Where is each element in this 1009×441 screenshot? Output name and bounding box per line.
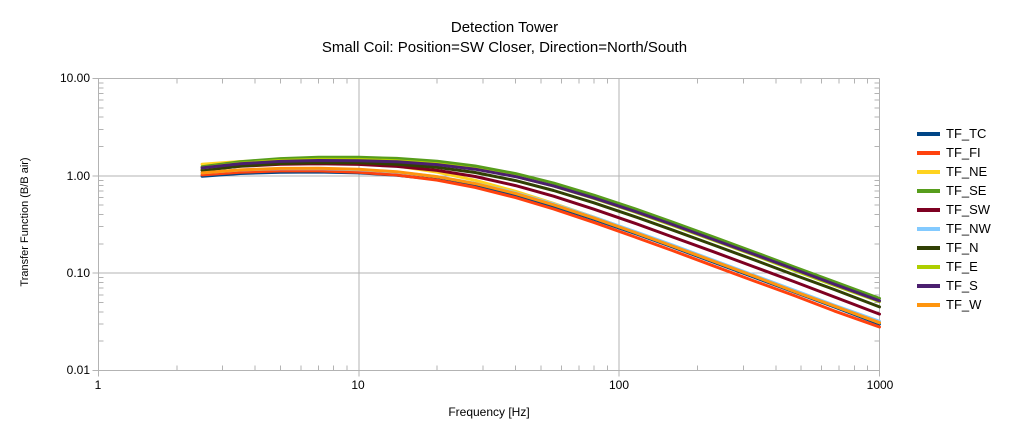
legend-item-TF_NE: TF_NE bbox=[917, 162, 991, 181]
legend-label: TF_FI bbox=[946, 145, 981, 160]
legend-swatch-icon bbox=[917, 283, 940, 288]
legend-item-TF_N: TF_N bbox=[917, 238, 991, 257]
legend-label: TF_E bbox=[946, 259, 978, 274]
legend-item-TF_SW: TF_SW bbox=[917, 200, 991, 219]
legend-label: TF_TC bbox=[946, 126, 987, 141]
legend-label: TF_SE bbox=[946, 183, 987, 198]
series-line-TF_SE bbox=[200, 155, 881, 300]
legend-item-TF_NW: TF_NW bbox=[917, 219, 991, 238]
chart-title-line2: Small Coil: Position=SW Closer, Directio… bbox=[321, 39, 688, 56]
y-tick-label-10: 10.00 bbox=[59, 71, 90, 85]
legend-item-TF_TC: TF_TC bbox=[917, 124, 991, 143]
y-tick-label-0.01: 0.01 bbox=[66, 363, 90, 377]
legend-item-TF_W: TF_W bbox=[917, 295, 991, 314]
legend-item-TF_E: TF_E bbox=[917, 257, 991, 276]
x-tick-label-100: 100 bbox=[608, 378, 630, 392]
series-line-TF_TC bbox=[200, 170, 881, 326]
legend-swatch-icon bbox=[917, 150, 940, 155]
y-tick-label-0.1: 0.10 bbox=[66, 266, 90, 280]
legend-label: TF_SW bbox=[946, 202, 991, 217]
x-tick-label-10: 10 bbox=[351, 378, 365, 392]
legend-swatch-icon bbox=[917, 302, 940, 307]
series-line-TF_FI bbox=[200, 169, 881, 329]
series-line-TF_S bbox=[200, 159, 881, 303]
legend: TF_TC TF_FI TF_NE TF_SE TF_SW TF_NW TF_N TF_E TF… bbox=[917, 124, 991, 314]
y-tick-label-1: 1.00 bbox=[66, 169, 90, 183]
legend-swatch-icon bbox=[917, 188, 940, 193]
legend-swatch-icon bbox=[917, 207, 940, 212]
x-axis-title: Frequency [Hz] bbox=[448, 405, 530, 419]
legend-swatch-icon bbox=[917, 131, 940, 136]
legend-swatch-icon bbox=[917, 169, 940, 174]
legend-label: TF_NW bbox=[946, 221, 991, 236]
x-tick-label-1: 1 bbox=[94, 378, 102, 392]
legend-label: TF_W bbox=[946, 297, 982, 312]
chart-title: Detection Tower Small Coil: Position=SW … bbox=[0, 18, 1009, 58]
legend-item-TF_SE: TF_SE bbox=[917, 181, 991, 200]
legend-label: TF_NE bbox=[946, 164, 988, 179]
x-tick-label-1000: 1000 bbox=[866, 378, 894, 392]
series-line-TF_N bbox=[200, 161, 881, 309]
legend-item-TF_S: TF_S bbox=[917, 276, 991, 295]
legend-item-TF_FI: TF_FI bbox=[917, 143, 991, 162]
series-line-TF_NE bbox=[200, 158, 881, 325]
series-line-TF_W bbox=[200, 166, 881, 325]
legend-label: TF_N bbox=[946, 240, 979, 255]
legend-label: TF_S bbox=[946, 278, 978, 293]
legend-swatch-icon bbox=[917, 264, 940, 269]
chart-title-line1: Detection Tower bbox=[450, 19, 559, 36]
legend-swatch-icon bbox=[917, 226, 940, 231]
legend-swatch-icon bbox=[917, 245, 940, 250]
